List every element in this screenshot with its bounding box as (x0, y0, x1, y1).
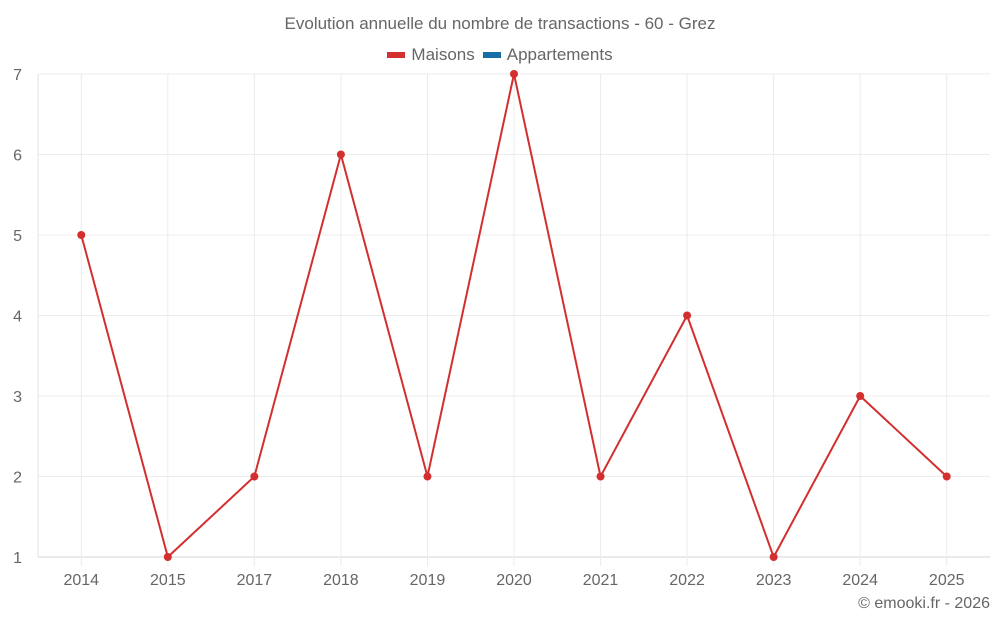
x-tick-label: 2015 (150, 572, 186, 589)
data-point[interactable] (250, 472, 259, 481)
legend-label-maisons: Maisons (411, 45, 475, 64)
y-tick-label: 1 (13, 550, 22, 567)
x-tick-label: 2018 (323, 572, 359, 589)
y-tick-label: 4 (13, 309, 22, 326)
x-tick-label: 2020 (496, 572, 532, 589)
x-tick-label: 2019 (410, 572, 446, 589)
x-tick-label: 2025 (929, 572, 965, 589)
data-point[interactable] (77, 231, 86, 239)
x-tick-label: 2021 (583, 572, 619, 589)
x-tick-label: 2014 (63, 572, 99, 589)
data-point[interactable] (423, 472, 432, 481)
legend-swatch-maisons (387, 52, 406, 58)
x-axis: 2014 2015 2017 2018 2019 2020 2021 2022 2023 2024… (63, 572, 964, 589)
legend-item-maisons[interactable]: Maisons (387, 45, 475, 65)
data-point[interactable] (510, 70, 518, 78)
data-point[interactable] (769, 553, 778, 561)
y-tick-label: 3 (13, 389, 22, 406)
y-axis: 1 2 3 4 5 6 7 (13, 67, 22, 567)
credit-text: © emooki.fr - 2026 (858, 595, 990, 612)
gridlines (37, 73, 990, 566)
data-point[interactable] (942, 472, 951, 481)
data-point[interactable] (856, 392, 865, 400)
x-tick-label: 2022 (669, 572, 705, 589)
data-point[interactable] (596, 472, 605, 481)
x-tick-label: 2023 (756, 572, 792, 589)
data-point[interactable] (336, 150, 345, 159)
y-tick-label: 7 (13, 67, 22, 84)
chart-title: Evolution annuelle du nombre de transact… (284, 14, 716, 33)
data-point[interactable] (683, 311, 692, 320)
x-tick-label: 2024 (842, 572, 878, 589)
x-tick-label: 2017 (237, 572, 273, 589)
legend: Maisons Appartements (0, 45, 1000, 65)
y-tick-label: 5 (13, 228, 22, 245)
legend-item-appartements[interactable]: Appartements (482, 45, 613, 65)
legend-swatch-appartements (482, 52, 501, 58)
y-tick-label: 2 (13, 470, 22, 487)
series-maisons (77, 70, 951, 561)
data-point[interactable] (163, 553, 172, 561)
legend-label-appartements: Appartements (506, 45, 613, 64)
y-tick-label: 6 (13, 148, 22, 165)
